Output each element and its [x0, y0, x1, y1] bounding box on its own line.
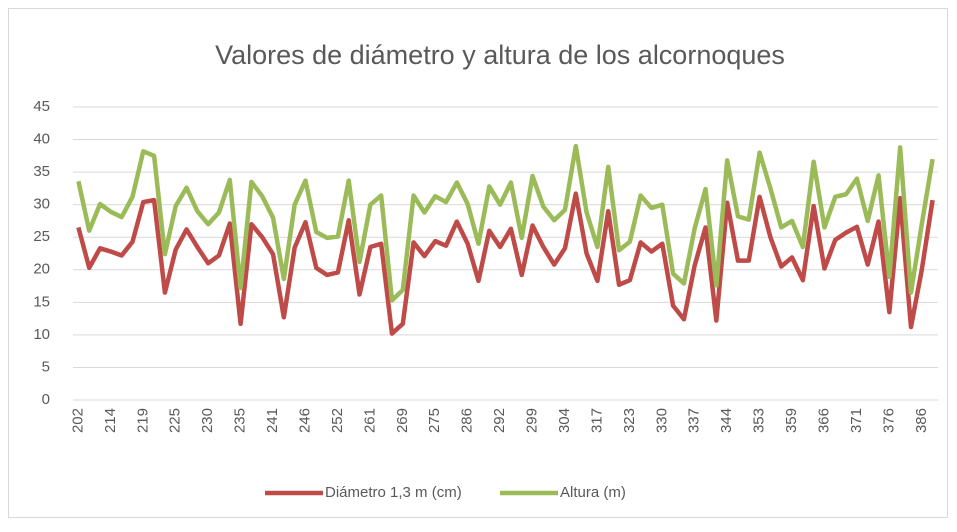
data-line	[76, 191, 935, 336]
y-tick-label: 25	[33, 228, 50, 245]
y-tick-label: 45	[33, 98, 50, 115]
x-tick-label: 246	[296, 408, 313, 433]
x-tick-label: 330	[653, 408, 670, 433]
data-line	[76, 143, 935, 303]
x-tick-label: 386	[913, 408, 930, 433]
y-tick-label: 0	[42, 391, 50, 408]
legend-label: Altura (m)	[560, 484, 626, 501]
x-tick-label: 225	[167, 408, 184, 433]
x-tick-label: 219	[134, 408, 151, 433]
x-tick-label: 317	[588, 408, 605, 433]
x-tick-label: 269	[394, 408, 411, 433]
x-tick-label: 304	[556, 408, 573, 433]
x-tick-label: 337	[686, 408, 703, 433]
x-tick-label: 299	[524, 408, 541, 433]
x-tick-label: 275	[426, 408, 443, 433]
x-tick-label: 214	[102, 408, 119, 433]
x-tick-label: 252	[329, 408, 346, 433]
x-tick-label: 366	[815, 408, 832, 433]
x-tick-label: 323	[621, 408, 638, 433]
x-tick-label: 261	[361, 408, 378, 433]
y-tick-label: 15	[33, 293, 50, 310]
x-tick-label: 230	[199, 408, 216, 433]
x-tick-label: 353	[751, 408, 768, 433]
y-tick-label: 35	[33, 163, 50, 180]
y-tick-label: 40	[33, 131, 50, 148]
x-tick-label: 344	[718, 408, 735, 433]
x-tick-label: 376	[880, 408, 897, 433]
legend-label: Diámetro 1,3 m (cm)	[325, 484, 462, 501]
chart-border	[8, 8, 948, 518]
x-tick-label: 235	[232, 408, 249, 433]
y-tick-label: 20	[33, 261, 50, 278]
chart-title: Valores de diámetro y altura de los alco…	[215, 40, 785, 70]
x-tick-label: 359	[783, 408, 800, 433]
x-tick-label: 292	[491, 408, 508, 433]
y-tick-label: 5	[42, 358, 50, 375]
x-tick-label: 371	[848, 408, 865, 433]
x-tick-label: 286	[459, 408, 476, 433]
y-tick-label: 10	[33, 326, 50, 343]
x-tick-label: 241	[264, 408, 281, 433]
x-tick-label: 202	[69, 408, 86, 433]
y-tick-label: 30	[33, 196, 50, 213]
